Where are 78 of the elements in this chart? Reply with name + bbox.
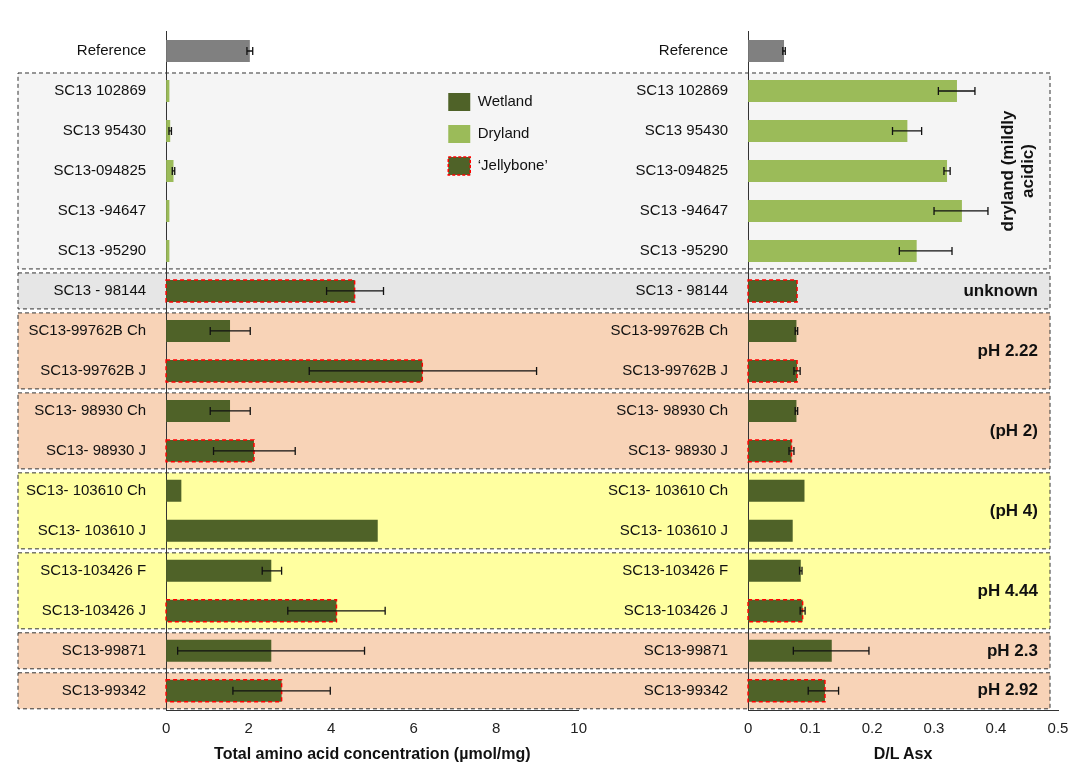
y-tick-label: SC13- 103610 J (619, 520, 729, 538)
y-tick-label: SC13 -95290 (639, 241, 729, 259)
y-tick-label: SC13 102869 (54, 81, 147, 99)
y-tick-label: SC13- 98930 J (46, 441, 147, 459)
y-tick-label: SC13-103426 F (622, 560, 729, 578)
y-tick-label: SC13-094825 (635, 161, 729, 179)
x-tick-label: 0.4 (985, 718, 1007, 736)
bar (166, 40, 250, 62)
x-tick-label: 0.5 (1047, 718, 1069, 736)
x-tick-label: 0.3 (923, 718, 945, 736)
x-axis-title: Total amino acid concentration (µmol/mg) (214, 744, 531, 762)
y-tick-label: Reference (658, 41, 729, 59)
bar (166, 519, 378, 542)
bar (166, 559, 272, 582)
y-tick-label: SC13- 103610 J (37, 520, 147, 538)
legend-label: Wetland (477, 92, 533, 110)
y-tick-label: SC13 -94647 (57, 201, 147, 219)
bar (748, 639, 832, 662)
band-label: (pH 2) (989, 420, 1038, 440)
bar (748, 319, 797, 342)
x-tick-label: 6 (409, 718, 418, 736)
y-tick-label: SC13 102869 (636, 81, 729, 99)
band-label: pH 2.22 (977, 340, 1038, 360)
x-axis-title: D/L Asx (873, 744, 933, 762)
y-tick-label: SC13 - 98144 (635, 281, 729, 299)
y-tick-label: SC13-99762B J (622, 361, 729, 379)
bar (166, 319, 231, 342)
bar (748, 479, 805, 502)
y-tick-label: SC13-99342 (643, 680, 729, 698)
y-tick-label: SC13- 103610 Ch (607, 481, 729, 499)
y-tick-label: SC13-99762B Ch (28, 321, 147, 339)
y-tick-label: SC13- 98930 Ch (34, 401, 147, 419)
y-tick-label: SC13 - 98144 (53, 281, 147, 299)
y-tick-label: Reference (76, 41, 147, 59)
y-tick-label: SC13 95430 (62, 121, 147, 139)
y-tick-label: SC13-103426 F (40, 560, 147, 578)
x-tick-label: 10 (570, 718, 587, 736)
legend-label: Dryland (477, 124, 530, 142)
band-label: (pH 4) (989, 500, 1038, 520)
x-tick-label: 4 (326, 718, 336, 736)
bar (748, 239, 917, 262)
band-label: dryland (mildly acidic) (997, 109, 1037, 232)
y-tick-label: SC13-99871 (643, 640, 729, 658)
bar (748, 40, 785, 62)
bar (748, 199, 962, 222)
y-tick-label: SC13-99762B J (40, 361, 147, 379)
y-tick-label: SC13- 98930 Ch (616, 401, 729, 419)
bar (748, 519, 793, 542)
bar (748, 559, 801, 582)
y-tick-label: SC13-103426 J (41, 600, 147, 618)
bar (748, 159, 948, 182)
y-tick-label: SC13-99762B Ch (610, 321, 729, 339)
x-tick-label: 8 (491, 718, 501, 736)
y-tick-label: SC13 -95290 (57, 241, 147, 259)
bar (166, 479, 182, 502)
bar (166, 399, 231, 422)
y-tick-label: SC13- 98930 J (628, 441, 729, 459)
y-tick-label: SC13-094825 (53, 161, 147, 179)
y-tick-label: SC13-103426 J (623, 600, 729, 618)
y-tick-label: SC13-99342 (61, 680, 147, 698)
bar (748, 399, 797, 422)
band-label: pH 2.3 (986, 640, 1038, 660)
x-tick-label: 0.2 (861, 718, 883, 736)
bar (166, 639, 272, 662)
band-label: unknown (963, 280, 1038, 300)
x-tick-label: 2 (244, 718, 253, 736)
band-label: pH 2.92 (977, 680, 1038, 700)
y-tick-label: SC13 -94647 (639, 201, 729, 219)
y-tick-label: SC13-99871 (61, 640, 147, 658)
x-tick-label: 0.1 (799, 718, 821, 736)
legend-label: ‘Jellybone’ (477, 156, 548, 174)
y-tick-label: SC13- 103610 Ch (25, 481, 147, 499)
band-label: pH 4.44 (977, 580, 1039, 600)
y-tick-label: SC13 95430 (644, 121, 729, 139)
bar (748, 79, 957, 102)
bar (748, 119, 908, 142)
x-tick-label: 0 (743, 718, 753, 736)
x-tick-label: 0 (161, 718, 171, 736)
